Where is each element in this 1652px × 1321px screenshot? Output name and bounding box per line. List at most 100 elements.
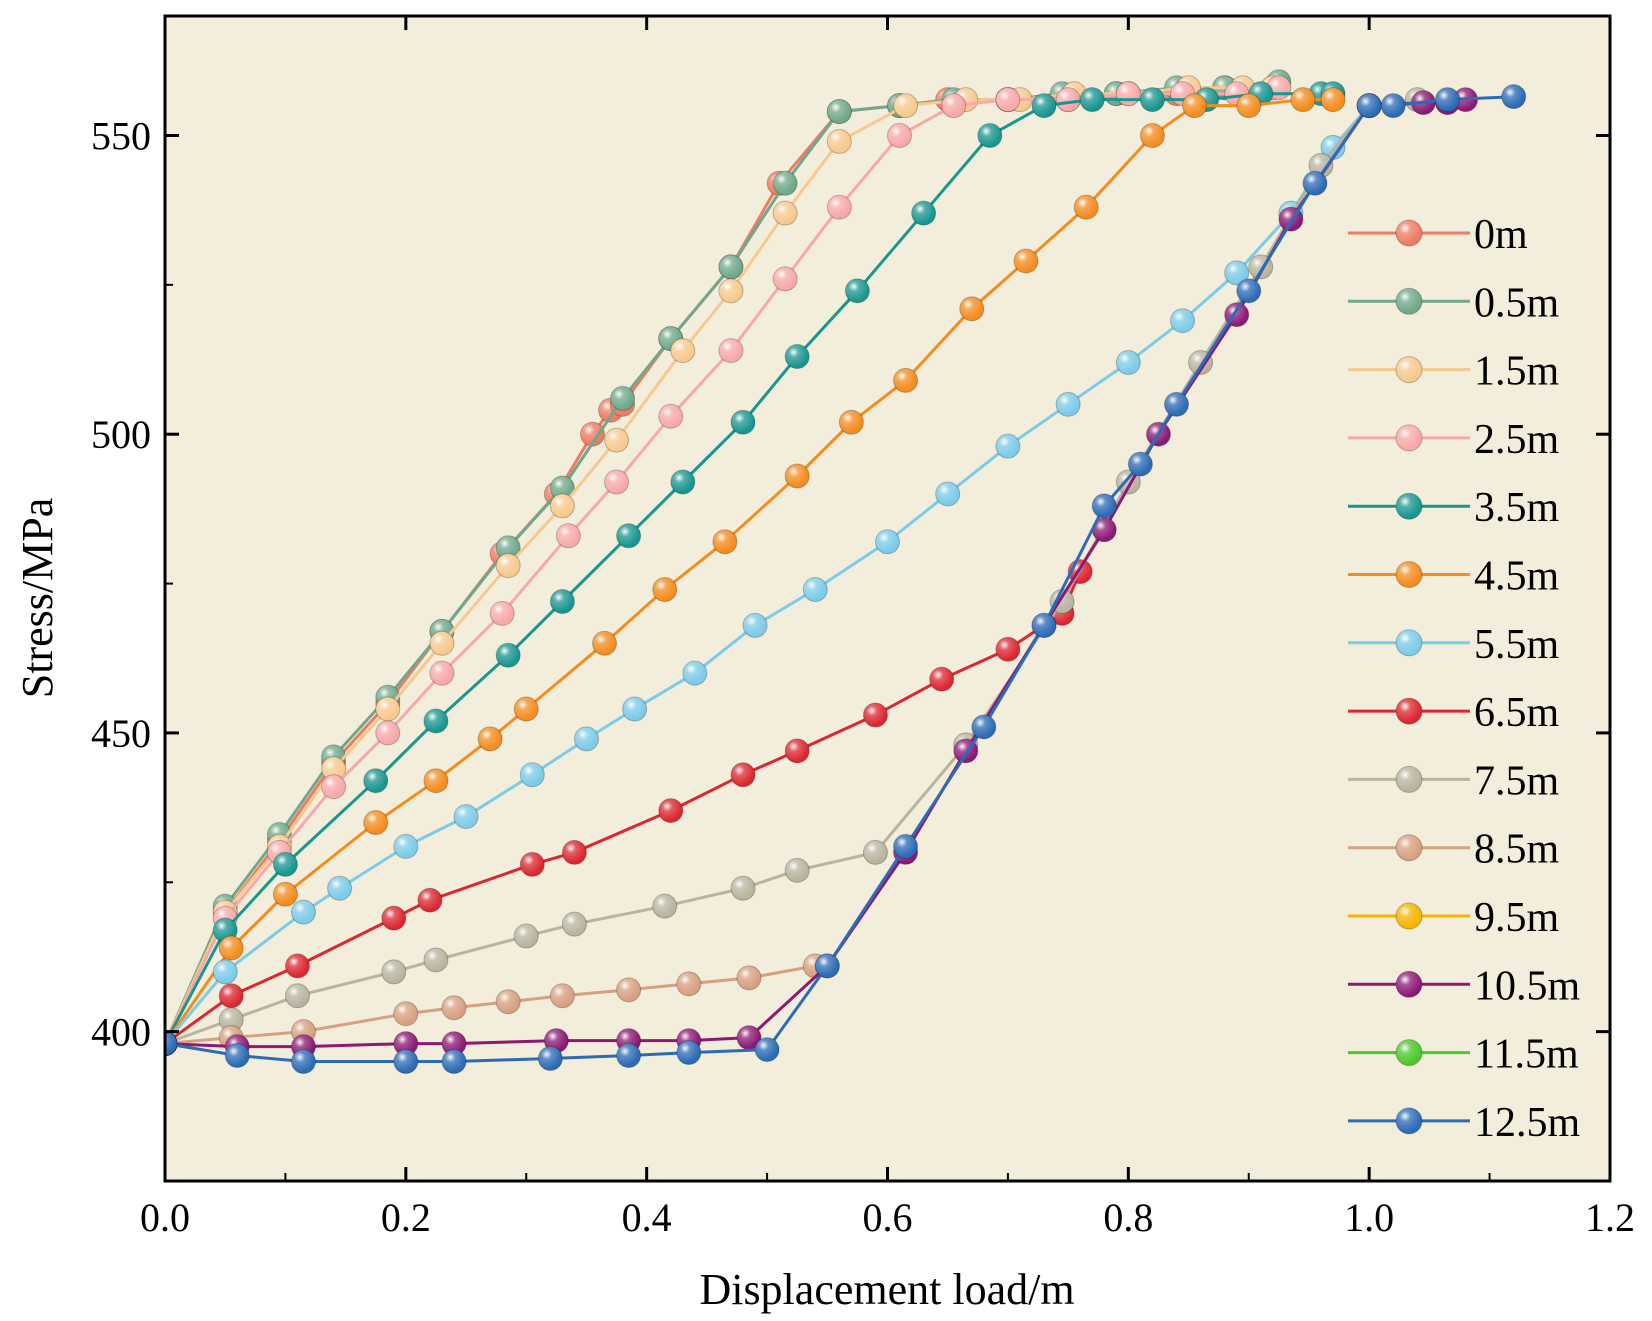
- data-point-highlight: [616, 523, 641, 548]
- data-point-highlight: [1116, 350, 1141, 375]
- legend-marker-highlight: [1396, 1107, 1422, 1134]
- data-point-highlight: [592, 631, 617, 656]
- x-tick-label: 1.2: [1585, 1195, 1635, 1240]
- data-point-highlight: [1092, 493, 1117, 518]
- x-tick-label: 0.0: [140, 1195, 190, 1240]
- plot-background: [165, 16, 1610, 1181]
- data-point-highlight: [393, 1001, 418, 1026]
- data-point-highlight: [1164, 392, 1189, 417]
- data-point-highlight: [827, 195, 852, 220]
- data-point-highlight: [737, 965, 762, 990]
- data-point-highlight: [423, 708, 448, 733]
- data-point-highlight: [610, 386, 635, 411]
- legend-label: 11.5m: [1474, 1032, 1579, 1078]
- data-point-highlight: [273, 852, 298, 877]
- data-point-highlight: [363, 810, 388, 835]
- legend-label: 2.5m: [1474, 417, 1560, 463]
- data-point-highlight: [731, 876, 755, 901]
- axes-layer: 0.0 0.2 0.4 0.6 0.8 1.0 1.2 400 450 500 550: [91, 14, 1635, 1240]
- legend-item: 10.5m: [1348, 963, 1581, 1009]
- data-point-highlight: [1140, 87, 1165, 112]
- data-point-highlight: [213, 959, 238, 984]
- data-point-highlight: [550, 983, 575, 1008]
- data-point-highlight: [363, 768, 388, 793]
- data-point-highlight: [616, 1043, 641, 1068]
- x-tick-label: 0.2: [381, 1195, 431, 1240]
- y-tick-label: 450: [91, 711, 151, 756]
- data-point-highlight: [718, 254, 743, 279]
- legend-item: 2.5m: [1348, 417, 1560, 463]
- data-point-highlight: [652, 894, 677, 919]
- legend-label: 1.5m: [1474, 349, 1560, 395]
- data-point-highlight: [911, 201, 936, 226]
- data-point-highlight: [995, 434, 1020, 459]
- data-point-highlight: [893, 834, 918, 859]
- data-point-highlight: [375, 697, 400, 722]
- legend-marker-highlight: [1396, 356, 1422, 383]
- data-point-highlight: [291, 1049, 316, 1074]
- x-tick-label: 0.4: [622, 1195, 672, 1240]
- data-point-highlight: [496, 989, 521, 1014]
- data-point-highlight: [676, 971, 701, 996]
- data-point-highlight: [423, 947, 448, 972]
- data-point-highlight: [1116, 81, 1141, 106]
- data-point-highlight: [887, 123, 912, 148]
- data-point-highlight: [375, 720, 400, 745]
- legend-marker-highlight: [1396, 220, 1422, 246]
- legend-item: 6.5m: [1348, 690, 1560, 736]
- data-point-highlight: [1140, 123, 1165, 148]
- data-point-highlight: [718, 278, 743, 303]
- data-point-highlight: [995, 87, 1020, 112]
- data-point-highlight: [496, 643, 521, 668]
- data-point-highlight: [815, 953, 840, 978]
- data-point-highlight: [285, 983, 310, 1008]
- legend: 0m 0.5m 1.5m 2.5m 3.5m 4.5m 5.5m 6.5m 7.5m 8.5m 9.…: [1348, 212, 1581, 1146]
- data-point-highlight: [863, 840, 888, 865]
- data-point-highlight: [442, 995, 466, 1020]
- data-point-highlight: [773, 201, 798, 226]
- data-point-highlight: [1092, 517, 1117, 542]
- data-point-highlight: [496, 553, 521, 578]
- data-point-highlight: [785, 858, 810, 883]
- data-point-highlight: [1056, 392, 1081, 417]
- data-point-highlight: [731, 762, 755, 787]
- data-point-highlight: [574, 726, 599, 751]
- data-point-highlight: [803, 577, 828, 602]
- data-point-highlight: [550, 493, 575, 518]
- y-tick-label: 400: [91, 1010, 151, 1055]
- data-point-highlight: [604, 428, 629, 453]
- data-point-highlight: [935, 481, 960, 506]
- data-point-highlight: [219, 983, 244, 1008]
- data-point-highlight: [1032, 613, 1057, 638]
- data-point-highlight: [676, 1040, 701, 1065]
- data-point-highlight: [652, 577, 677, 602]
- legend-label: 8.5m: [1474, 827, 1560, 873]
- legend-label: 6.5m: [1474, 690, 1560, 736]
- data-point-highlight: [827, 129, 852, 154]
- legend-marker-highlight: [1396, 698, 1422, 725]
- legend-label: 9.5m: [1474, 895, 1560, 941]
- data-point-highlight: [1182, 93, 1207, 118]
- legend-item: 7.5m: [1348, 758, 1560, 804]
- data-point-highlight: [959, 296, 984, 321]
- data-point-highlight: [225, 1043, 250, 1068]
- data-point-highlight: [743, 613, 768, 638]
- data-point-highlight: [520, 762, 545, 787]
- data-point-highlight: [755, 1037, 780, 1062]
- x-tick-label: 0.8: [1103, 1195, 1153, 1240]
- data-point-highlight: [971, 714, 996, 739]
- data-point-highlight: [321, 756, 346, 781]
- legend-marker-highlight: [1396, 288, 1422, 315]
- data-point-highlight: [442, 1049, 466, 1074]
- data-point-highlight: [423, 768, 448, 793]
- data-point-highlight: [381, 906, 406, 931]
- legend-item: 3.5m: [1348, 485, 1560, 531]
- data-point-highlight: [1056, 87, 1081, 112]
- legend-marker-highlight: [1396, 1039, 1422, 1066]
- legend-marker-highlight: [1396, 629, 1422, 656]
- data-point-highlight: [219, 936, 244, 960]
- legend-item: 11.5m: [1348, 1032, 1579, 1078]
- legend-label: 10.5m: [1474, 963, 1581, 1009]
- data-point-highlight: [1128, 452, 1153, 477]
